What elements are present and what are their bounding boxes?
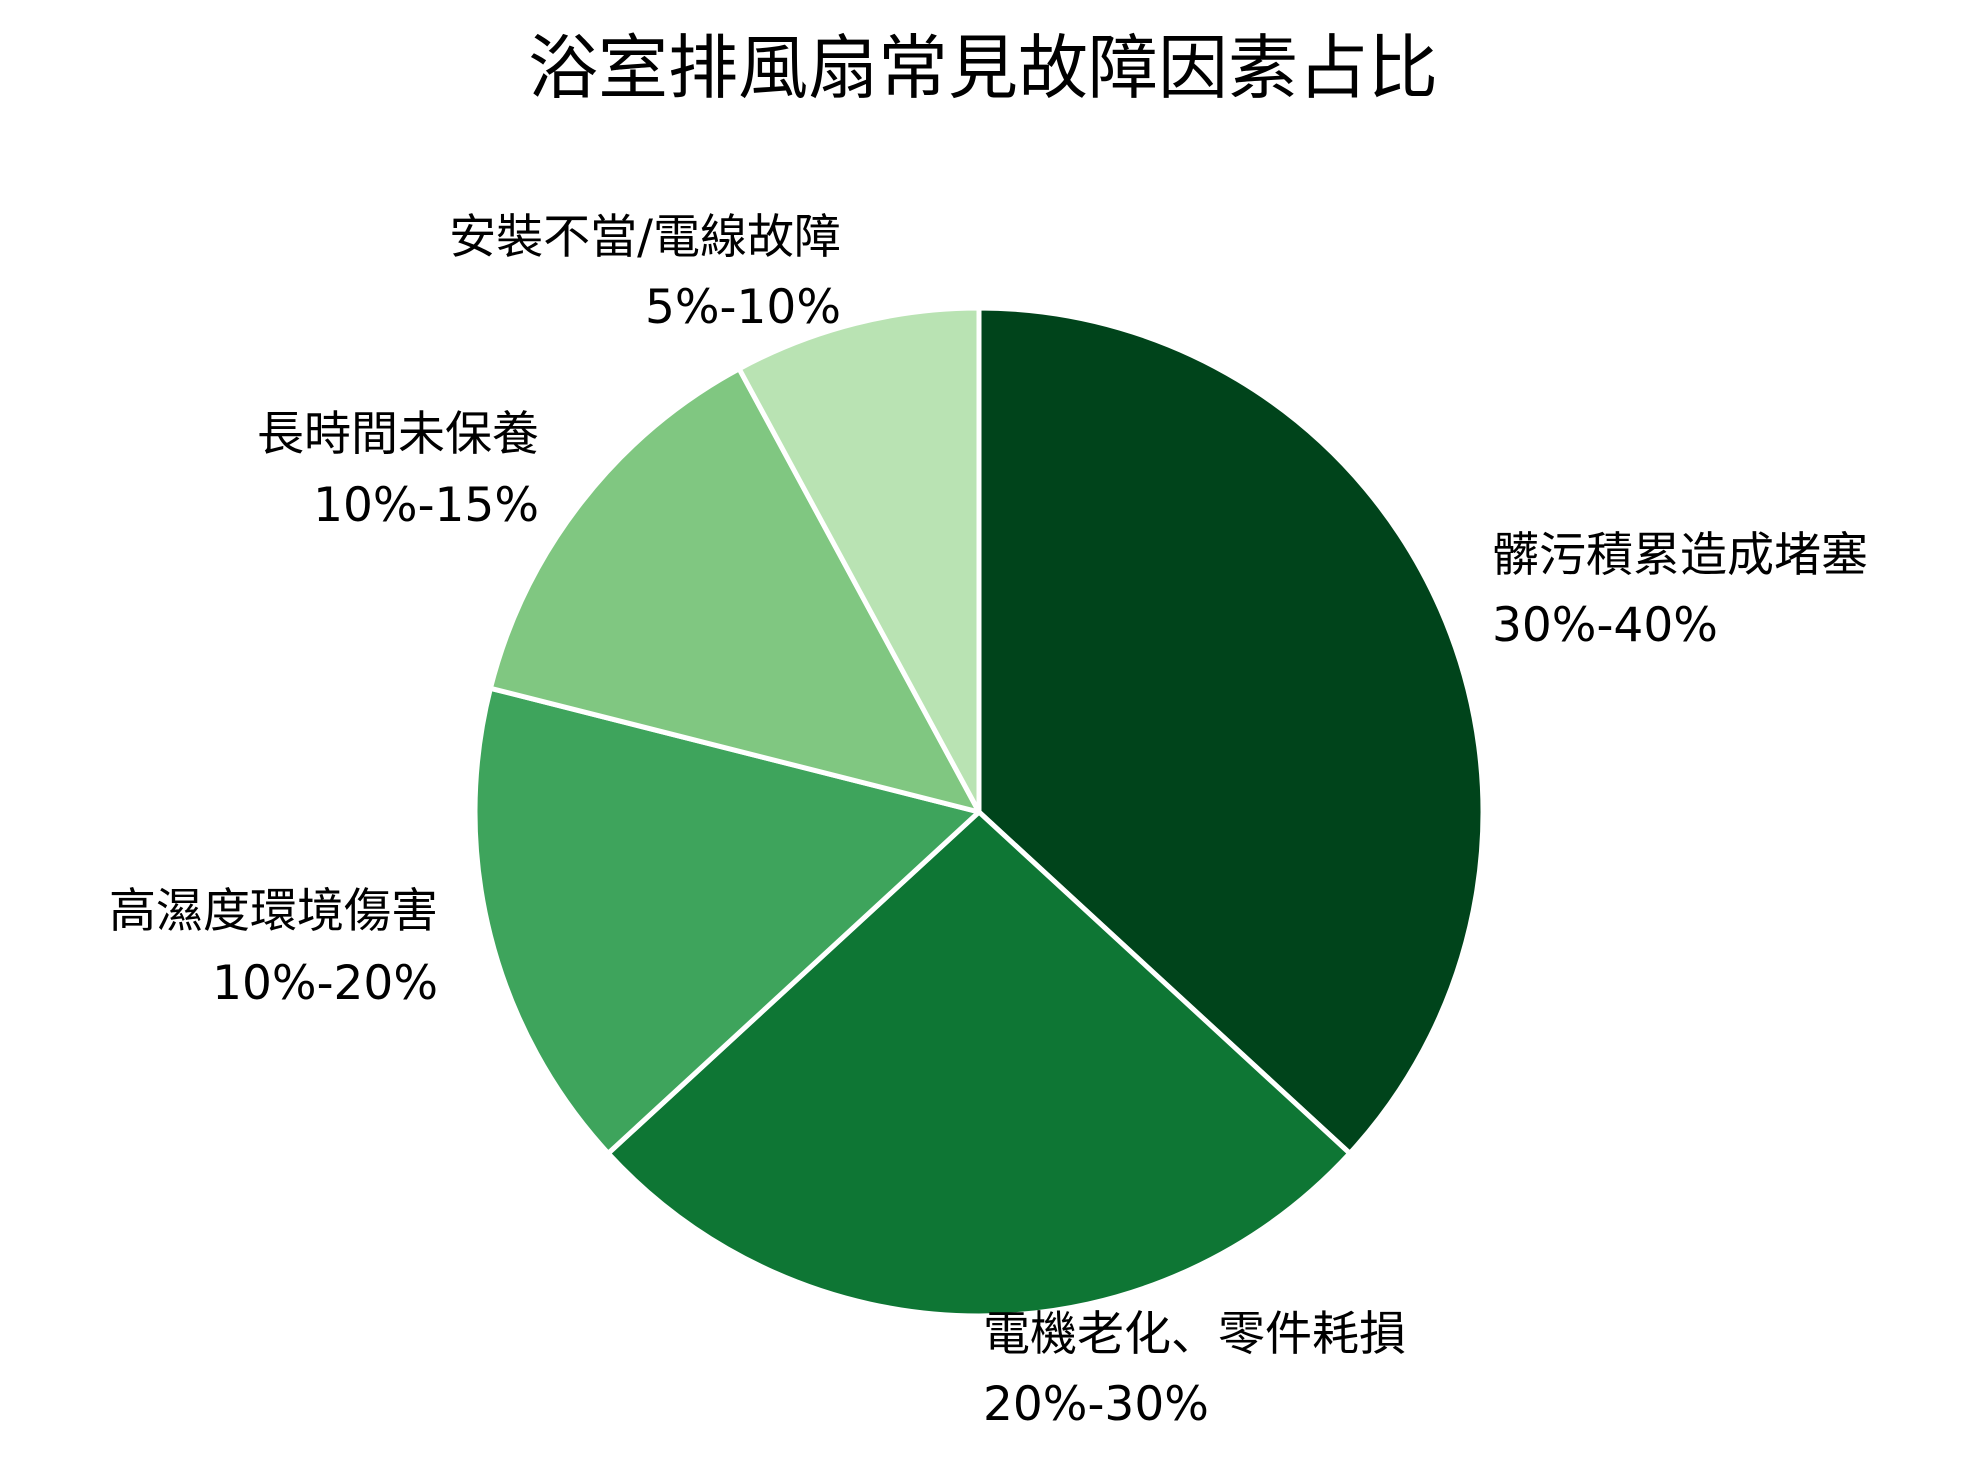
slice-range-2: 10%-20% — [212, 956, 438, 1011]
pie-slice-1 — [605, 809, 1353, 1319]
chart-title: 浴室排風扇常見故障因素占比 — [528, 27, 1438, 109]
slice-range-0: 30%-40% — [1492, 598, 1718, 653]
slice-label-2: 高濕度環境傷害 — [109, 884, 438, 939]
slice-label-0: 髒污積累造成堵塞 — [1492, 528, 1868, 583]
slice-range-1: 20%-30% — [983, 1377, 1209, 1432]
slice-range-4: 5%-10% — [645, 280, 841, 335]
slice-label-1: 電機老化、零件耗損 — [983, 1307, 1406, 1362]
pie-slice-4 — [736, 305, 982, 815]
slice-label-4: 安裝不當/電線故障 — [449, 210, 841, 265]
slice-range-3: 10%-15% — [313, 478, 539, 533]
pie-slice-0 — [976, 305, 1486, 1156]
pie-slice-3 — [487, 366, 982, 815]
slice-label-3: 長時間未保養 — [257, 407, 539, 462]
pie-slice-2 — [472, 685, 982, 1156]
